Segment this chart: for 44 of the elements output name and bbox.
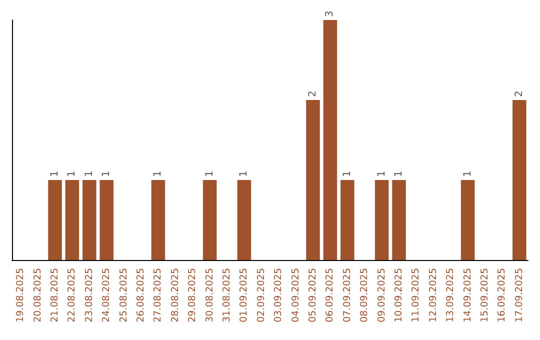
x-tick-label: 14.09.2025 — [462, 268, 474, 322]
x-tick-label: 12.09.2025 — [428, 268, 439, 322]
x-tick-label: 11.09.2025 — [410, 268, 422, 322]
x-tick-label: 30.08.2025 — [204, 268, 216, 322]
x-tick-label: 09.09.2025 — [376, 268, 388, 322]
data-label: 1 — [84, 170, 95, 177]
x-tick-label: 29.08.2025 — [187, 268, 198, 322]
x-tick-label: 19.08.2025 — [15, 268, 26, 322]
x-tick-label: 06.09.2025 — [324, 268, 336, 322]
x-tick-label: 17.09.2025 — [514, 268, 525, 322]
x-tick-label: 15.09.2025 — [480, 268, 490, 322]
x-tick-label: 10.09.2025 — [394, 268, 404, 322]
x-tick-label: 20.08.2025 — [32, 268, 44, 322]
data-label: 1 — [50, 170, 60, 177]
x-tick-label: 01.09.2025 — [238, 268, 250, 322]
data-label: 2 — [514, 90, 525, 97]
x-tick-label: 22.08.2025 — [66, 268, 78, 322]
x-tick-label: 24.08.2025 — [101, 268, 112, 322]
x-tick-label: 05.09.2025 — [308, 268, 318, 322]
x-tick-label: 21.08.2025 — [50, 268, 60, 322]
x-tick-label: 27.08.2025 — [152, 268, 164, 322]
data-label: 1 — [238, 170, 250, 177]
x-tick-label: 07.09.2025 — [342, 268, 353, 322]
data-label: 1 — [394, 170, 404, 177]
x-tick-label: 28.08.2025 — [170, 268, 181, 322]
data-label: 1 — [376, 170, 388, 177]
x-tick-label: 13.09.2025 — [445, 268, 456, 322]
x-tick-label: 02.09.2025 — [256, 268, 267, 322]
x-tick-label: 03.09.2025 — [273, 268, 284, 322]
data-label: 3 — [324, 10, 336, 17]
data-label: 2 — [308, 90, 318, 97]
x-tick-label: 25.08.2025 — [118, 268, 130, 322]
data-label: 1 — [101, 170, 112, 177]
data-label: 1 — [462, 170, 474, 177]
x-tick-label: 26.08.2025 — [136, 268, 146, 322]
x-tick-label: 31.08.2025 — [222, 268, 232, 322]
data-label: 1 — [152, 170, 164, 177]
x-tick-label: 08.09.2025 — [359, 268, 370, 322]
x-tick-label: 04.09.2025 — [290, 268, 302, 322]
data-label: 1 — [66, 170, 78, 177]
x-tick-label: 23.08.2025 — [84, 268, 95, 322]
x-tick-label: 16.09.2025 — [496, 268, 508, 322]
data-label: 1 — [204, 170, 216, 177]
data-label: 1 — [342, 170, 353, 177]
